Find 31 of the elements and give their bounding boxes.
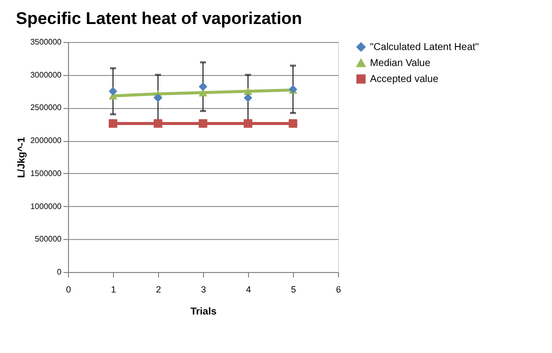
x-tick-label: 0 — [66, 284, 72, 294]
x-tick-label: 3 — [200, 284, 206, 294]
legend-label: "Calculated Latent Heat" — [370, 42, 480, 53]
y-tick-label: 500000 — [34, 234, 62, 244]
y-axis-title: L/Jkg^-1 — [16, 136, 28, 178]
y-tick-label: 0 — [57, 268, 62, 276]
x-tick-label: 5 — [290, 284, 296, 294]
point — [198, 82, 208, 91]
legend-label: Accepted value — [370, 74, 439, 85]
point — [154, 119, 162, 128]
point — [108, 119, 118, 128]
x-tick-label: 2 — [156, 284, 162, 294]
y-tick-label: 2000000 — [30, 136, 62, 146]
x-axis-title: Trials — [190, 306, 217, 318]
point — [198, 119, 208, 128]
y-tick-label: 1500000 — [30, 168, 62, 178]
legend-label: Median Value — [370, 58, 431, 69]
point — [288, 119, 298, 128]
y-tick-label: 2500000 — [30, 103, 62, 112]
x-tick-label: 6 — [336, 284, 342, 294]
point — [244, 88, 252, 95]
y-tick-label: 3500000 — [30, 38, 62, 46]
x-tick-label: 4 — [246, 284, 252, 294]
point — [154, 94, 162, 102]
point — [108, 87, 118, 96]
chart-title: Specific Latent heat of vaporization — [16, 9, 302, 28]
point — [244, 119, 252, 128]
point — [244, 94, 252, 102]
x-tick-label: 1 — [110, 284, 116, 294]
y-tick-label: 1000000 — [30, 202, 62, 211]
y-tick-label: 3000000 — [30, 70, 62, 80]
